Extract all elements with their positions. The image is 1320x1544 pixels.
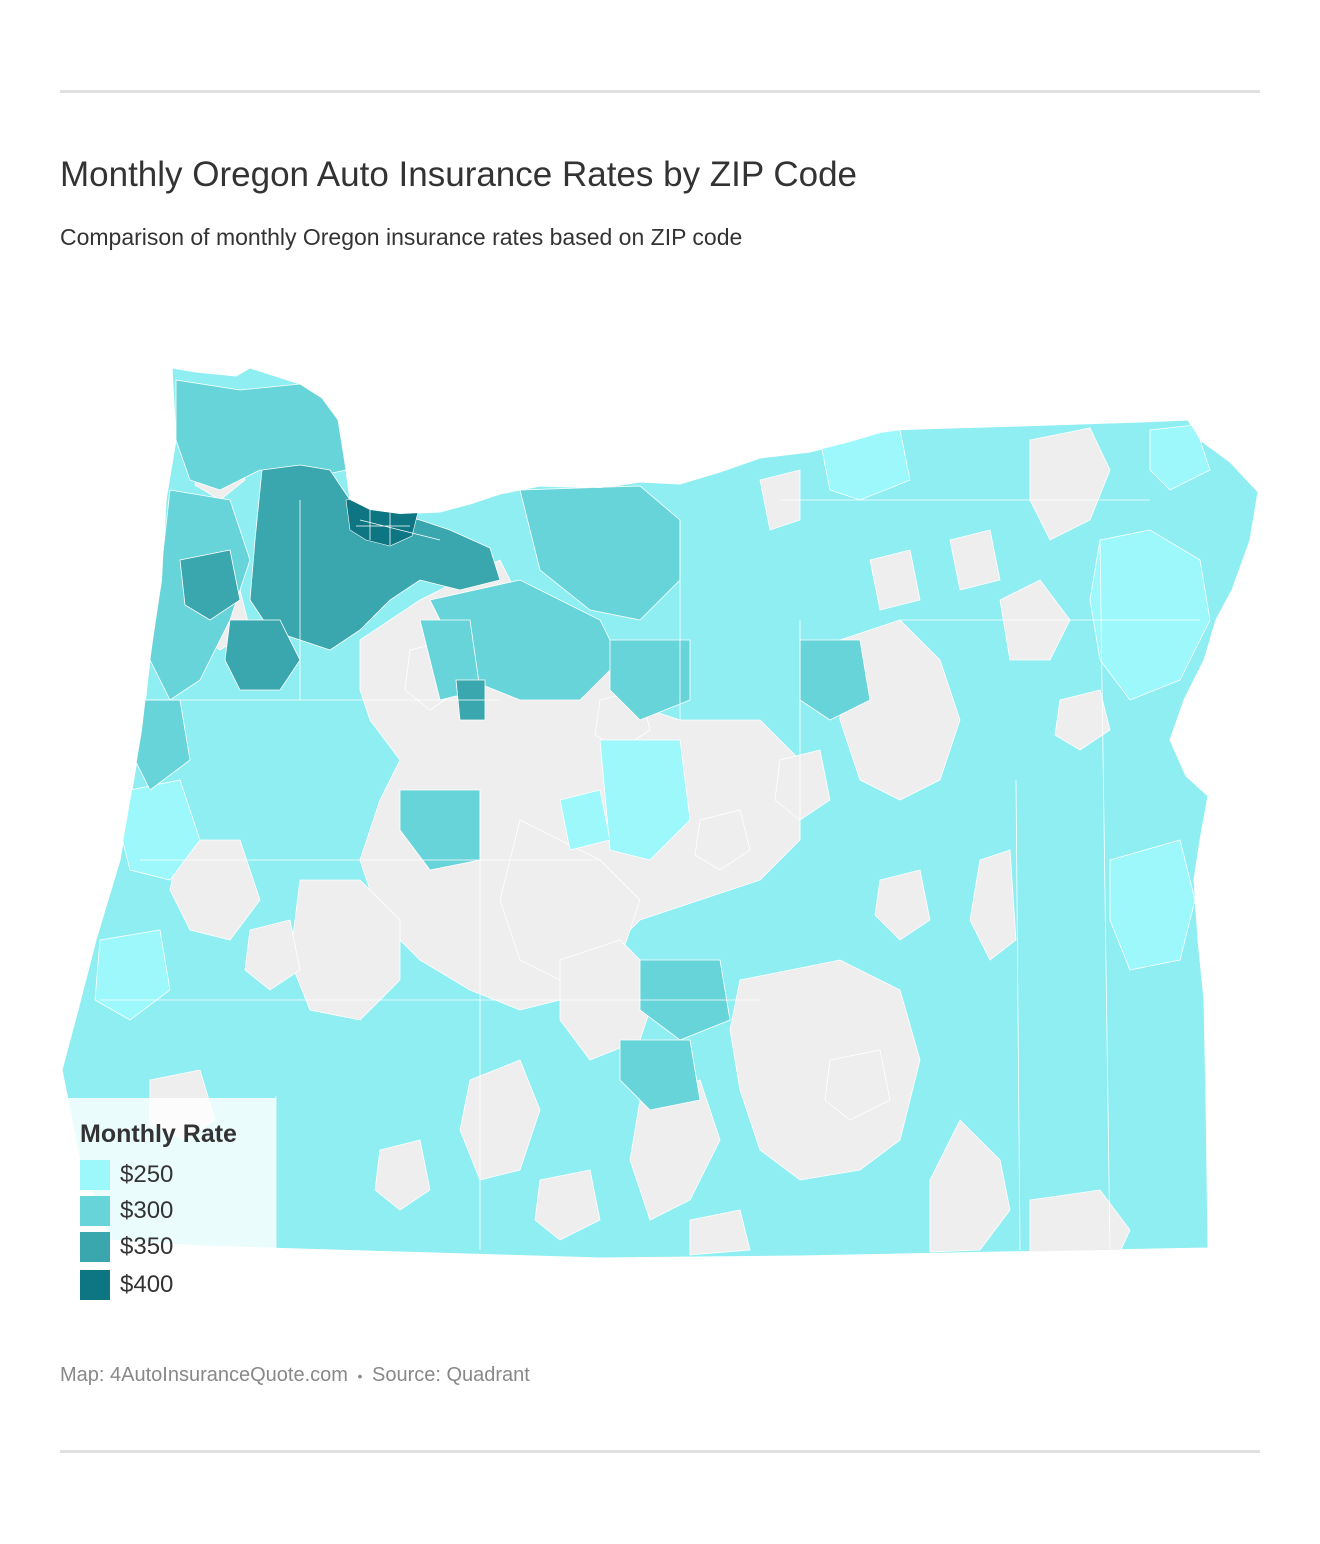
legend-item-250: $250: [80, 1160, 173, 1190]
legend-item-300: $300: [80, 1196, 173, 1226]
map-legend: Monthly Rate $250 $300 $350 $400: [66, 1098, 276, 1308]
oregon-zip-map: [0, 330, 1320, 1290]
page-subtitle: Comparison of monthly Oregon insurance r…: [60, 224, 743, 250]
legend-label: $300: [120, 1197, 174, 1224]
data-source: Source: Quadrant: [371, 1364, 530, 1386]
rate-300-areas: [134, 379, 871, 1111]
map-credit: Map: 4AutoInsuranceQuote.com: [60, 1364, 348, 1386]
page-title: Monthly Oregon Auto Insurance Rates by Z…: [60, 155, 858, 194]
legend-swatch: [80, 1196, 110, 1226]
source-credit: Map: 4AutoInsuranceQuote.com • Source: Q…: [60, 1364, 530, 1387]
legend-item-400: $400: [80, 1270, 173, 1300]
bottom-divider: [60, 1450, 1260, 1453]
legend-label: $250: [120, 1161, 174, 1188]
legend-title: Monthly Rate: [80, 1120, 237, 1148]
separator-dot: •: [357, 1367, 363, 1384]
legend-label: $350: [120, 1233, 174, 1260]
legend-swatch: [80, 1270, 110, 1300]
legend-item-350: $350: [80, 1232, 173, 1262]
rate-250-areas: [94, 424, 1211, 1021]
legend-label: $400: [120, 1271, 174, 1298]
zip-boundaries: [100, 499, 1200, 1251]
zip-regions: [94, 379, 1211, 1256]
legend-swatch: [80, 1160, 110, 1190]
map-svg: [61, 367, 1259, 1259]
legend-swatch: [80, 1232, 110, 1262]
top-divider: [60, 90, 1260, 93]
